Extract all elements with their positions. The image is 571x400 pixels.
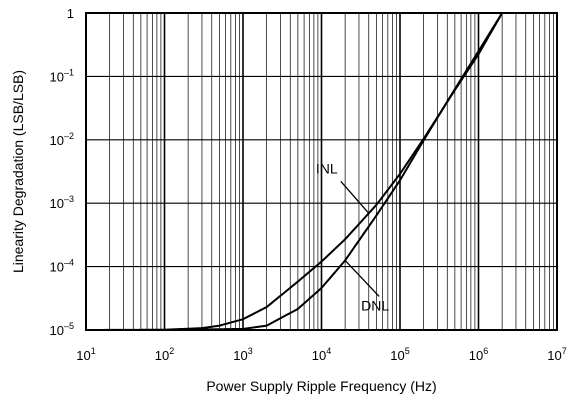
y-tick-label: 1 xyxy=(67,6,74,21)
y-tick-label: 10–3 xyxy=(50,194,74,211)
annotation-label-dnl: DNL xyxy=(361,297,389,313)
y-axis-ticks: 1 10–1 10–2 10–3 10–4 10–5 xyxy=(50,6,74,338)
y-tick-label: 10–2 xyxy=(50,131,74,148)
annotation-leader-inl xyxy=(340,180,370,214)
y-axis-label: Linearity Degradation (LSB/LSB) xyxy=(10,70,26,273)
series-layer xyxy=(86,12,503,330)
annotation-label-inl: INL xyxy=(316,160,338,176)
x-tick-label: 104 xyxy=(312,346,331,363)
annotations: INL DNL xyxy=(316,160,389,313)
x-tick-label: 103 xyxy=(233,346,252,363)
y-tick-label: 10–5 xyxy=(50,321,74,338)
series-line-dnl xyxy=(86,12,503,330)
y-tick-label: 10–1 xyxy=(50,67,74,84)
x-tick-label: 101 xyxy=(76,346,95,363)
x-tick-label: 106 xyxy=(469,346,488,363)
x-tick-label: 107 xyxy=(547,346,566,363)
plot-frame xyxy=(85,12,558,331)
x-tick-label: 102 xyxy=(155,346,174,363)
x-axis-label: Power Supply Ripple Frequency (Hz) xyxy=(206,378,436,394)
x-axis-ticks: 101 102 103 104 105 106 107 xyxy=(76,346,566,363)
annotation-leader-dnl xyxy=(344,260,380,297)
x-tick-label: 105 xyxy=(390,346,409,363)
series-line-inl xyxy=(86,12,503,330)
y-tick-label: 10–4 xyxy=(50,258,74,275)
